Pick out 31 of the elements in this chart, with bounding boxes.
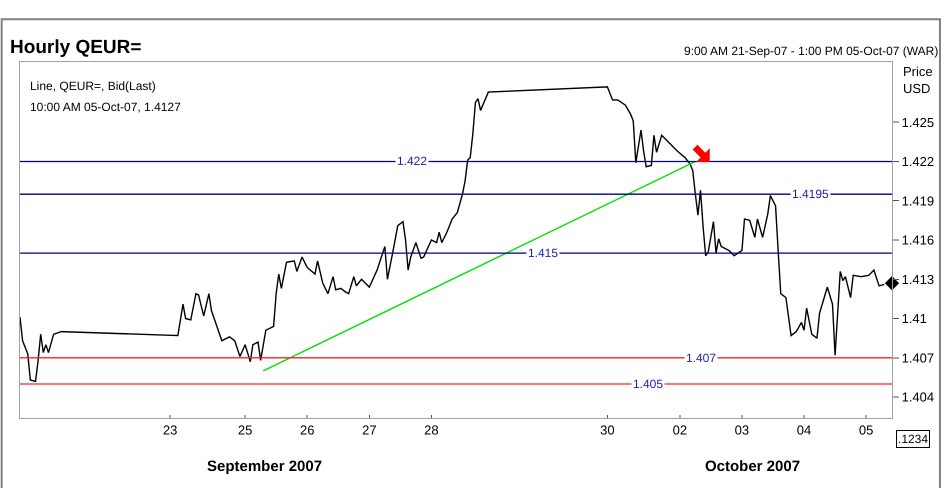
x-tick-label: 28	[424, 422, 439, 438]
y-tick-label: 1.404	[902, 390, 934, 405]
x-tick-label: 05	[858, 422, 874, 438]
annotation: 10:00 AM 05-Oct-07, 1.4127	[30, 100, 182, 114]
y-tick-label: 1.422	[902, 154, 934, 170]
x-tick-label: 04	[796, 422, 812, 438]
y-tick-label: 1.413	[902, 272, 934, 287]
ref-line-label: 1.415	[528, 246, 558, 260]
ref-line-label: 1.405	[633, 377, 664, 391]
y-axis-title: Price USD	[903, 64, 933, 96]
x-tick-label: 30	[600, 422, 615, 438]
text: .1234	[898, 432, 928, 446]
text: October 2007	[705, 458, 800, 475]
x-tick-label: 25	[238, 422, 252, 438]
x-tick-label: 03	[734, 422, 750, 438]
chart-title: Hourly QEUR=	[10, 37, 142, 58]
x-tick-label: 23	[162, 422, 178, 438]
x-tick-label: 27	[362, 422, 377, 438]
annotation: Line, QEUR=, Bid(Last)	[30, 79, 156, 93]
y-tick-label: 1.407	[902, 350, 934, 366]
x-tick-label: 02	[672, 422, 688, 438]
ref-line-label: 1.407	[686, 351, 716, 365]
ref-line-label: 1.422	[397, 154, 428, 168]
y-tick-label: 1.416	[902, 232, 934, 248]
text: September 2007	[207, 458, 322, 475]
chart-subtitle: 9:00 AM 21-Sep-07 - 1:00 PM 05-Oct-07 (WAR)	[684, 44, 938, 58]
y-tick-label: 1.419	[902, 193, 934, 208]
ref-line-label: 1.4195	[792, 187, 830, 201]
y-tick-label: 1.41	[902, 311, 927, 326]
y-tick-label: 1.425	[902, 114, 934, 130]
x-tick-label: 26	[300, 422, 314, 438]
